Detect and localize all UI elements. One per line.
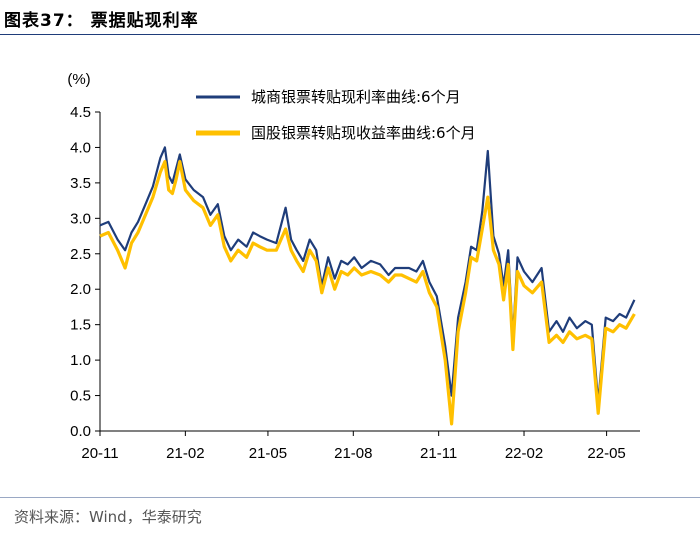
source-divider — [0, 497, 700, 498]
title-underline — [0, 34, 700, 35]
y-tick-label: 1.5 — [70, 317, 91, 334]
y-tick-label: 0.0 — [70, 423, 91, 440]
line-chart: 0.0 0.5 1.0 1.5 2.0 2.5 3.0 3.5 4.0 4.5 (%) 20-11 21… — [67, 71, 640, 462]
y-tick-label: 3.0 — [70, 210, 91, 227]
y-unit-label: (%) — [67, 71, 90, 88]
y-tick-label: 3.5 — [70, 175, 91, 192]
x-tick-label: 22-02 — [505, 445, 543, 462]
legend-label-1: 城商银票转贴现利率曲线:6个月 — [251, 88, 461, 106]
x-tick-label: 22-05 — [587, 445, 625, 462]
y-tick-label: 1.0 — [70, 352, 91, 369]
series-line-2 — [99, 160, 636, 426]
figure-title: 图表37： 票据贴现利率 — [4, 11, 199, 31]
series-line-1 — [99, 146, 636, 404]
chart-axes: 0.0 0.5 1.0 1.5 2.0 2.5 3.0 3.5 4.0 4.5 (%) 20-11 21… — [67, 71, 640, 462]
x-tick-label: 21-11 — [420, 445, 457, 462]
y-tick-label: 2.0 — [70, 281, 91, 298]
series-layer — [99, 146, 636, 426]
y-tick-label: 0.5 — [70, 388, 91, 405]
x-tick-label: 21-08 — [334, 445, 372, 462]
x-tick-label: 20-11 — [81, 445, 118, 462]
source-note: 资料来源：Wind，华泰研究 — [14, 508, 202, 526]
y-tick-label: 4.0 — [70, 139, 91, 156]
legend-label-2: 国股银票转贴现收益率曲线:6个月 — [251, 124, 476, 142]
x-tick-label: 21-02 — [166, 445, 204, 462]
y-tick-label: 4.5 — [70, 104, 91, 121]
y-tick-label: 2.5 — [70, 246, 91, 263]
x-tick-label: 21-05 — [249, 445, 287, 462]
